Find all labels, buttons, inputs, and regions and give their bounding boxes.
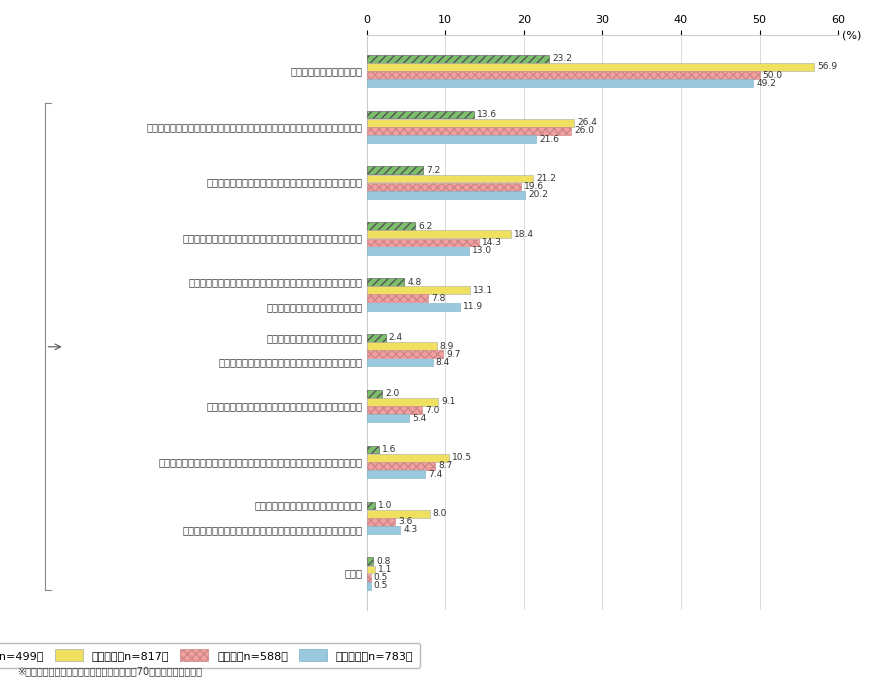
Text: 23.2: 23.2: [552, 54, 572, 63]
Bar: [367, 471, 425, 478]
Text: 自分の意思とは関係なく、自分について（個人情報、写真など）: 自分の意思とは関係なく、自分について（個人情報、写真など）: [189, 277, 362, 287]
Bar: [367, 127, 571, 134]
Bar: [367, 222, 416, 230]
Text: 5.4: 5.4: [412, 414, 427, 423]
Bar: [367, 166, 423, 174]
Bar: [367, 286, 470, 294]
Text: ネット上で他人と言い合いになったことがある（けんか）: ネット上で他人と言い合いになったことがある（けんか）: [206, 177, 362, 188]
Bar: [367, 510, 430, 518]
Text: 入金や商品の購入を促す不審なメッセージを他人に送ってしまった: 入金や商品の購入を促す不審なメッセージを他人に送ってしまった: [182, 525, 362, 535]
Text: 9.7: 9.7: [446, 350, 460, 359]
Text: 3.6: 3.6: [398, 517, 412, 526]
Bar: [367, 55, 549, 62]
Bar: [367, 518, 395, 526]
Text: 1.0: 1.0: [378, 501, 392, 510]
Bar: [367, 446, 379, 453]
Text: 他人に公開されてしまった（暴露）: 他人に公開されてしまった（暴露）: [266, 301, 362, 312]
Text: 自分の発言が自分の意図とは異なる意味で他人に受け取られてしまった（誤解）: 自分の発言が自分の意図とは異なる意味で他人に受け取られてしまった（誤解）: [147, 122, 362, 132]
Text: 2.0: 2.0: [386, 389, 400, 398]
Bar: [367, 295, 428, 302]
Text: 13.0: 13.0: [472, 246, 492, 255]
Bar: [367, 414, 409, 422]
Bar: [367, 303, 460, 310]
Text: 自分は軽い冗談のつもりで書き込んだが、他人を傷つけてしまった: 自分は軽い冗談のつもりで書き込んだが、他人を傷つけてしまった: [182, 234, 362, 243]
Text: 10.5: 10.5: [452, 453, 472, 462]
Bar: [367, 238, 479, 247]
Text: 14.3: 14.3: [482, 238, 502, 247]
Text: 21.2: 21.2: [536, 174, 556, 183]
Bar: [367, 175, 533, 182]
Bar: [367, 191, 526, 199]
Bar: [367, 119, 574, 127]
Bar: [367, 526, 401, 534]
Bar: [367, 406, 422, 414]
Text: 21.6: 21.6: [540, 134, 560, 143]
Bar: [367, 135, 536, 143]
Text: 20.2: 20.2: [528, 191, 548, 200]
Text: 他人から自分の名前等を公開されてしまった（特定）: 他人から自分の名前等を公開されてしまった（特定）: [218, 358, 362, 368]
Bar: [367, 454, 449, 462]
Text: 自分は匿名のつもりで投稿したが、: 自分は匿名のつもりで投稿したが、: [266, 333, 362, 343]
Bar: [367, 63, 814, 71]
Text: 49.2: 49.2: [756, 79, 776, 88]
Text: その他: その他: [344, 568, 362, 579]
Text: 0.8: 0.8: [376, 556, 390, 565]
Bar: [367, 351, 443, 358]
Bar: [367, 582, 370, 590]
Bar: [367, 398, 438, 406]
Text: 13.6: 13.6: [477, 110, 497, 119]
Text: 4.8: 4.8: [408, 277, 422, 286]
Bar: [367, 183, 520, 191]
Bar: [367, 231, 512, 238]
Text: 8.0: 8.0: [433, 509, 447, 518]
Text: 0.5: 0.5: [374, 573, 388, 582]
Bar: [367, 334, 386, 342]
Text: 11.9: 11.9: [464, 302, 484, 311]
Text: 自分の書いた内容に対して複数の人から批判的な書き込みをされた（炎上）: 自分の書いた内容に対して複数の人から批判的な書き込みをされた（炎上）: [158, 457, 362, 467]
Bar: [367, 502, 375, 509]
Text: 何らかのトラブルにあった: 何らかのトラブルにあった: [291, 66, 362, 76]
Legend: 日本（n=499）, アメリカ（n=817）, ドイツ（n=588）, イギリス（n=783）: 日本（n=499）, アメリカ（n=817）, ドイツ（n=588）, イギリス…: [0, 643, 420, 667]
Text: 2.4: 2.4: [388, 333, 402, 342]
Text: (%): (%): [842, 30, 862, 40]
Text: 8.7: 8.7: [438, 462, 452, 471]
Text: 7.2: 7.2: [426, 166, 441, 175]
Text: 他人が自分になりすまして書き込みをした（なりすまし）: 他人が自分になりすまして書き込みをした（なりすまし）: [206, 401, 362, 411]
Text: 1.1: 1.1: [379, 565, 393, 574]
Text: 9.1: 9.1: [441, 397, 456, 406]
Text: 0.5: 0.5: [374, 581, 388, 590]
Text: 7.0: 7.0: [425, 405, 439, 414]
Text: 7.8: 7.8: [431, 294, 445, 303]
Bar: [367, 247, 469, 254]
Bar: [367, 342, 436, 350]
Text: 8.4: 8.4: [436, 358, 450, 367]
Bar: [367, 462, 435, 470]
Bar: [367, 71, 760, 79]
Text: 50.0: 50.0: [763, 71, 783, 80]
Text: 26.0: 26.0: [574, 126, 595, 135]
Text: 8.9: 8.9: [440, 342, 454, 351]
Text: 19.6: 19.6: [524, 182, 544, 191]
Text: 6.2: 6.2: [418, 222, 433, 231]
Text: 13.1: 13.1: [473, 286, 493, 295]
Bar: [367, 390, 382, 398]
Text: 4.3: 4.3: [403, 525, 418, 534]
Text: 1.6: 1.6: [382, 445, 396, 454]
Text: ※他国の回答と合わせるため、日本の回答は70代の回答を除いた。: ※他国の回答と合わせるため、日本の回答は70代の回答を除いた。: [17, 666, 203, 676]
Text: 56.9: 56.9: [817, 62, 837, 71]
Bar: [367, 557, 373, 565]
Bar: [367, 358, 433, 367]
Bar: [367, 79, 753, 87]
Bar: [367, 574, 370, 581]
Bar: [367, 111, 473, 119]
Text: 7.4: 7.4: [428, 470, 443, 479]
Text: 26.4: 26.4: [577, 119, 597, 128]
Bar: [367, 278, 404, 286]
Text: 18.4: 18.4: [514, 230, 534, 239]
Bar: [367, 565, 375, 573]
Text: 自分のアカウントが乗っ取られた結果、: 自分のアカウントが乗っ取られた結果、: [254, 500, 362, 510]
